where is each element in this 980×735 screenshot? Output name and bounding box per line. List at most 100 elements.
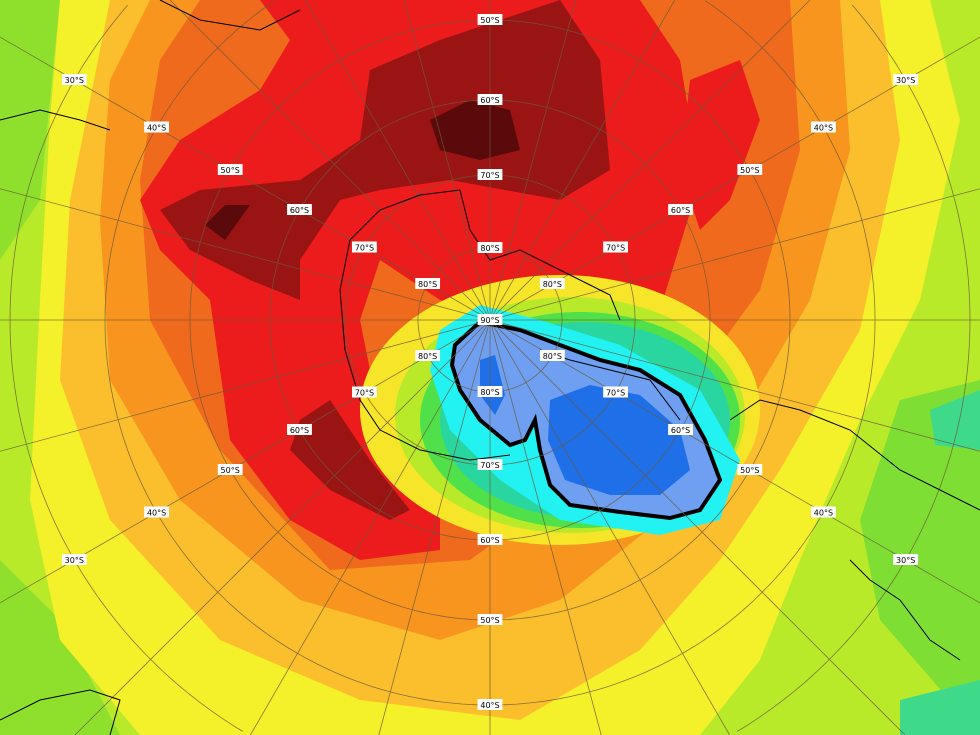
latitude-label: 60°S bbox=[290, 206, 309, 215]
label-background bbox=[477, 386, 503, 397]
latitude-label-r50: 50°S bbox=[217, 164, 243, 175]
meridian-line bbox=[250, 319, 491, 735]
latitude-label: 40°S bbox=[147, 509, 166, 518]
meridian-line bbox=[489, 319, 906, 735]
meridian-line bbox=[489, 188, 980, 321]
latitude-label-r80: 80°S bbox=[415, 350, 441, 361]
latitude-label: 40°S bbox=[480, 701, 499, 710]
label-background bbox=[603, 386, 628, 398]
meridian-line bbox=[378, 319, 491, 735]
label-background bbox=[477, 242, 503, 253]
label-background bbox=[144, 506, 169, 518]
label-background bbox=[811, 121, 836, 133]
latitude-label-r50: 50°S bbox=[217, 464, 243, 475]
latitude-label: 70°S bbox=[355, 244, 374, 253]
label-background bbox=[61, 74, 87, 85]
latitude-label-r40: 40°S bbox=[144, 506, 169, 518]
latitude-label-r50: 50°S bbox=[477, 614, 503, 625]
darkest-red-core bbox=[205, 100, 520, 240]
meridian-line bbox=[0, 319, 491, 452]
dark-red-region bbox=[160, 0, 610, 300]
latitude-label-r80: 80°S bbox=[477, 386, 503, 397]
meridian-line bbox=[489, 0, 811, 321]
meridian-line bbox=[489, 0, 577, 321]
label-background bbox=[477, 314, 503, 325]
label-background bbox=[415, 350, 441, 361]
latitude-label-r50: 50°S bbox=[737, 164, 763, 175]
label-background bbox=[893, 554, 919, 565]
meridian-line bbox=[403, 0, 491, 321]
latitude-label-r50: 50°S bbox=[477, 14, 503, 25]
label-background bbox=[603, 241, 628, 253]
label-background bbox=[352, 386, 377, 398]
meridian-line bbox=[489, 319, 602, 735]
latitude-label: 80°S bbox=[543, 352, 562, 361]
latitude-label-r30: 30°S bbox=[61, 554, 87, 565]
meridian-line bbox=[489, 319, 730, 735]
label-background bbox=[737, 164, 763, 175]
green-region-right bbox=[860, 380, 980, 735]
red-patch-right bbox=[680, 60, 760, 230]
latitude-label: 30°S bbox=[896, 76, 915, 85]
latitude-label: 40°S bbox=[814, 509, 833, 518]
label-background bbox=[893, 74, 919, 85]
label-background bbox=[477, 94, 503, 105]
latitude-label-r80: 80°S bbox=[539, 278, 565, 289]
latitude-label: 60°S bbox=[480, 536, 499, 545]
latitude-label-r70: 70°S bbox=[352, 386, 377, 398]
latitude-label-r70: 70°S bbox=[603, 386, 628, 398]
latitude-label-r50: 50°S bbox=[737, 464, 763, 475]
latitude-label-r60: 60°S bbox=[668, 424, 693, 435]
latitude-label: 40°S bbox=[814, 124, 833, 133]
latitude-label-r60: 60°S bbox=[477, 534, 503, 545]
latitude-label: 80°S bbox=[418, 280, 437, 289]
label-background bbox=[477, 169, 503, 180]
latitude-circle-r30 bbox=[9, 4, 244, 732]
label-background bbox=[668, 424, 693, 435]
latitude-label: 50°S bbox=[221, 466, 240, 475]
latitude-label: 90°S bbox=[480, 316, 499, 325]
latitude-label-r70: 70°S bbox=[603, 241, 628, 253]
latitude-label: 30°S bbox=[896, 556, 915, 565]
latitude-label: 50°S bbox=[221, 166, 240, 175]
latitude-label: 70°S bbox=[480, 461, 499, 470]
label-background bbox=[477, 699, 503, 710]
latitude-label: 60°S bbox=[671, 206, 690, 215]
latitude-label: 30°S bbox=[65, 556, 84, 565]
latitude-label: 80°S bbox=[480, 388, 499, 397]
latitude-label-r60: 60°S bbox=[287, 204, 312, 215]
label-background bbox=[477, 534, 503, 545]
coastline-south-america bbox=[729, 399, 980, 661]
label-background bbox=[539, 350, 565, 361]
teal-region-right bbox=[900, 390, 980, 735]
latitude-label: 50°S bbox=[740, 166, 759, 175]
label-background bbox=[477, 614, 503, 625]
latitude-label-r70: 70°S bbox=[477, 459, 503, 470]
latitude-label-r60: 60°S bbox=[477, 94, 503, 105]
label-background bbox=[415, 278, 441, 289]
latitude-labels: 90°S 80°S 80°S 80°S 80°S 80°S 80°S 70°S 70°S 70°S… bbox=[61, 14, 919, 710]
latitude-label-r40: 40°S bbox=[477, 699, 503, 710]
latitude-label: 70°S bbox=[480, 171, 499, 180]
latitude-circle-r30 bbox=[851, 4, 971, 321]
meridian-line bbox=[0, 188, 491, 321]
latitude-label: 70°S bbox=[606, 389, 625, 398]
latitude-label-r40: 40°S bbox=[811, 506, 836, 518]
meridian-line bbox=[304, 0, 491, 321]
meridian-line bbox=[489, 319, 980, 452]
latitude-label: 60°S bbox=[480, 96, 499, 105]
latitude-label: 50°S bbox=[740, 466, 759, 475]
latitude-label: 80°S bbox=[480, 244, 499, 253]
label-background bbox=[668, 204, 693, 215]
coastline-australia bbox=[0, 689, 121, 735]
latitude-label-r40: 40°S bbox=[811, 121, 836, 133]
label-background bbox=[144, 121, 169, 133]
latitude-label-r30: 30°S bbox=[893, 554, 919, 565]
label-background bbox=[539, 278, 565, 289]
label-background bbox=[61, 554, 87, 565]
coastline-africa bbox=[0, 0, 301, 131]
meridian-line bbox=[169, 0, 491, 321]
latitude-label: 50°S bbox=[480, 616, 499, 625]
